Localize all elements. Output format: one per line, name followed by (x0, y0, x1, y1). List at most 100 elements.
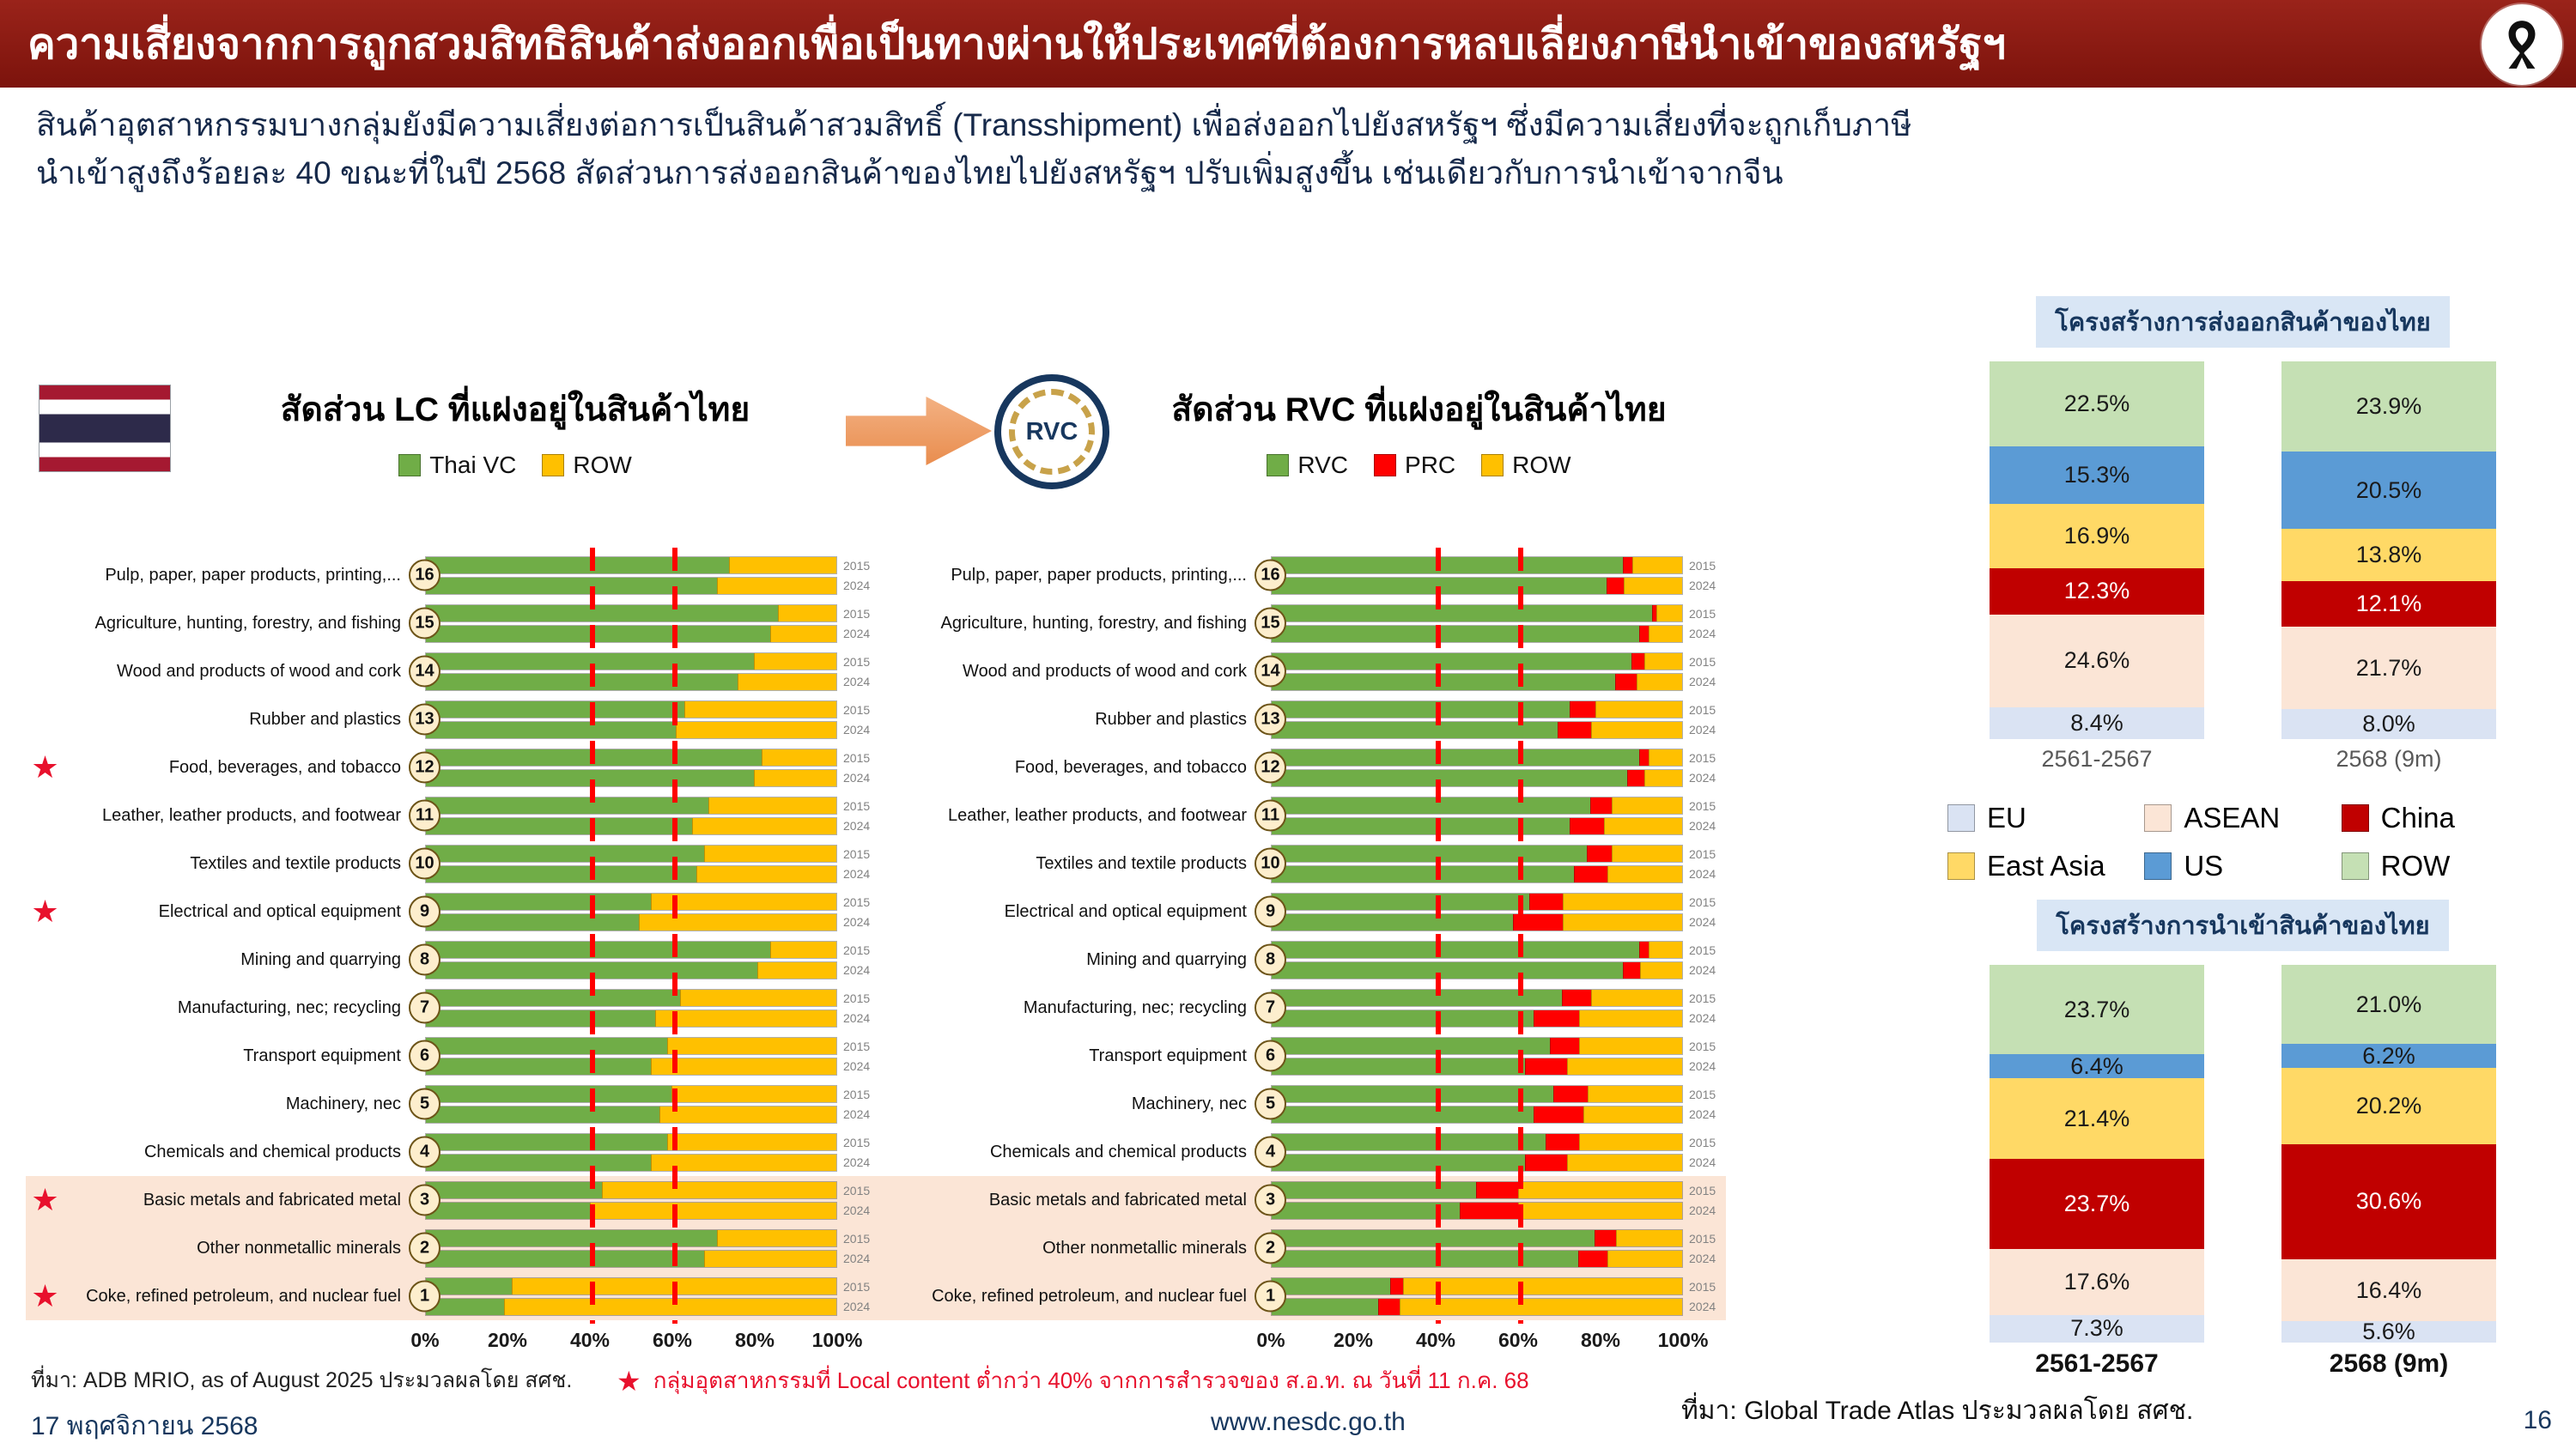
bar-segment (667, 1133, 836, 1150)
bar-segment (1272, 941, 1640, 958)
x-axis: 0% 20% 40% 60% 80% 100% 0% 20% 40% 60% 80% 100% (26, 1320, 1726, 1358)
stacked-bar (1271, 652, 1683, 670)
stacked-bar (425, 624, 837, 643)
column-segment: 24.6% (1990, 614, 2204, 708)
bar-year-labels: 2015 2024 (1689, 894, 1716, 929)
segment-value-label: 8.4% (2070, 710, 2123, 737)
chart-gap (880, 1224, 897, 1272)
rvc-badge-label: RVC (1009, 389, 1095, 475)
industry-row: ★ Food, beverages, and tobacco 12 2015 2024… (26, 743, 1726, 791)
bar-segment (704, 1250, 836, 1267)
segment-value-label: 20.5% (2355, 476, 2422, 503)
legend-swatch (1947, 804, 1975, 832)
bar-cell: 15 (1255, 599, 1683, 647)
bar-segment (503, 1298, 836, 1315)
legend-item: EU (1947, 802, 2144, 834)
chart-gap (880, 599, 897, 647)
segment-value-label: 20.2% (2355, 1092, 2422, 1119)
bar-segment (1579, 1037, 1682, 1054)
bar-segment (1574, 865, 1608, 882)
bar-segment (1648, 749, 1682, 766)
stacked-bar (425, 796, 837, 815)
lc-chart-title: สัดส่วน LC ที่แฝงอยู่ในสินค้าไทย (280, 391, 750, 428)
bar-segment (679, 989, 836, 1006)
bar-segment (426, 797, 709, 814)
chart-gap (880, 791, 897, 840)
industry-number-badge: 6 (409, 1040, 440, 1072)
bar-cell: 6 (409, 1032, 837, 1080)
footer-url[interactable]: www.nesdc.go.th (1211, 1408, 1406, 1436)
stacked-bar (1271, 555, 1683, 574)
lc-legend: Thai VC ROW (185, 452, 846, 479)
stacked-bar (1271, 720, 1683, 739)
bar-year-labels: 2015 2024 (843, 1087, 871, 1121)
bar-segment (1272, 961, 1624, 979)
column-segment: 15.3% (1990, 446, 2204, 505)
star-spacer (26, 1128, 64, 1176)
bar-segment (426, 1277, 513, 1294)
risk-star-icon: ★ (31, 894, 59, 929)
bar-segment (651, 1154, 836, 1171)
segment-value-label: 15.3% (2063, 462, 2130, 488)
bar-segment (1566, 1058, 1682, 1075)
column-segment: 23.9% (2281, 361, 2496, 452)
rvc-chart-head: สัดส่วน RVC ที่แฝงอยู่ในสินค้าไทย RVC PRC… (1112, 369, 1726, 479)
stacked-bar (425, 1105, 837, 1124)
legend-label: US (2184, 850, 2224, 882)
mourning-ribbon-icon (2482, 4, 2562, 85)
bar-segment (1603, 817, 1682, 834)
bar-segment (1272, 749, 1640, 766)
star-spacer (26, 695, 64, 743)
reference-dashed-line (672, 548, 677, 1324)
bar-year-labels: 2015 2024 (1689, 991, 1716, 1025)
bar-year-labels: 2015 2024 (1689, 606, 1716, 640)
bar-segment (1272, 1085, 1554, 1102)
bar-year-labels: 2015 2024 (1689, 1135, 1716, 1169)
stacked-bar (1271, 1153, 1683, 1172)
axis-tick-label: 100% (811, 1329, 863, 1351)
column-segment: 12.1% (2281, 581, 2496, 627)
legend-label: Thai VC (429, 452, 517, 478)
bar-year-labels: 2015 2024 (1689, 1039, 1716, 1073)
bar-segment (1272, 1277, 1391, 1294)
bar-year-labels: 2015 2024 (843, 750, 871, 785)
axis-tick-label: 80% (734, 1329, 775, 1351)
star-spacer (26, 1224, 64, 1272)
stacked-bar (425, 1153, 837, 1172)
bar-segment (426, 1058, 652, 1075)
segment-value-label: 8.0% (2362, 710, 2415, 737)
bar-segment (1272, 845, 1587, 862)
bar-segment (426, 941, 770, 958)
bar-cell: 1 (409, 1272, 837, 1320)
bar-cell: 7 (1255, 984, 1683, 1032)
stacked-bar (1271, 844, 1683, 863)
star-spacer (26, 599, 64, 647)
column-segment: 30.6% (2281, 1143, 2496, 1260)
bar-segment (1607, 1250, 1682, 1267)
bar-segment (1272, 1058, 1526, 1075)
chart-gap (880, 743, 897, 791)
bar-segment (762, 749, 836, 766)
bar-segment (753, 652, 836, 670)
bar-segment (1644, 652, 1682, 670)
bar-segment (1272, 1202, 1460, 1219)
stacked-bar (1271, 864, 1683, 883)
bar-segment (1570, 817, 1604, 834)
bar-cell: 9 (409, 888, 837, 936)
stacked-bar (425, 912, 837, 931)
industry-number-badge: 12 (1255, 751, 1286, 784)
rvc-chart-title: สัดส่วน RVC ที่แฝงอยู่ในสินค้าไทย (1171, 391, 1667, 428)
bar-segment (769, 625, 836, 642)
stacked-bar (425, 672, 837, 691)
industry-label: Rubber and plastics (1095, 709, 1247, 729)
arrow-right-icon (846, 397, 992, 465)
stacked-bar (425, 748, 837, 767)
source-adb-note: ที่มา: ADB MRIO, as of August 2025 ประมว… (31, 1368, 573, 1392)
star-spacer (26, 1080, 64, 1128)
industry-label: Other nonmetallic minerals (197, 1238, 401, 1258)
industry-number-badge: 3 (409, 1184, 440, 1216)
legend-label: East Asia (1987, 850, 2105, 882)
industry-number-badge: 8 (1255, 943, 1286, 976)
industry-label: Other nonmetallic minerals (1042, 1238, 1247, 1258)
column-segment: 6.4% (1990, 1054, 2204, 1079)
